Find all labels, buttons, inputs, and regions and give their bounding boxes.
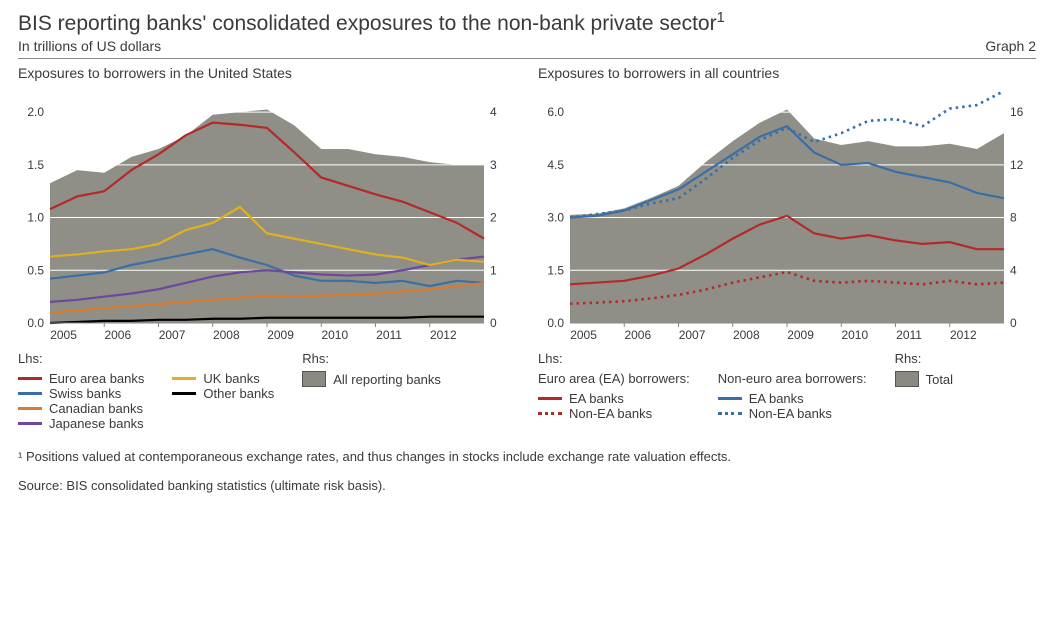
svg-text:0: 0 [490, 316, 497, 330]
svg-text:2.0: 2.0 [27, 105, 44, 119]
panel-left: Exposures to borrowers in the United Sta… [18, 65, 516, 431]
svg-text:1: 1 [490, 263, 497, 277]
line-swatch-icon [718, 397, 742, 400]
legend-item-nonea_ea: Non-EA banks [538, 406, 690, 421]
chart-left: 0.0 0.5 1.0 1.5 2.0 0 1 2 3 4 2005 2006 2007 2008 2009… [18, 85, 516, 345]
panel-right-title: Exposures to borrowers in all countries [538, 65, 1036, 81]
line-swatch-icon [718, 412, 742, 415]
legend-group1-label: Euro area (EA) borrowers: [538, 371, 690, 386]
svg-text:1.0: 1.0 [27, 211, 44, 225]
svg-text:2005: 2005 [50, 328, 77, 342]
line-swatch-icon [18, 422, 42, 425]
svg-text:2009: 2009 [787, 328, 814, 342]
svg-text:2010: 2010 [321, 328, 348, 342]
line-swatch-icon [18, 377, 42, 380]
line-swatch-icon [18, 407, 42, 410]
svg-text:4.5: 4.5 [547, 158, 564, 172]
line-swatch-icon [538, 412, 562, 415]
svg-text:3: 3 [490, 158, 497, 172]
legend-item-uk: UK banks [172, 371, 274, 386]
svg-text:2012: 2012 [950, 328, 977, 342]
svg-text:16: 16 [1010, 105, 1024, 119]
svg-text:2008: 2008 [213, 328, 240, 342]
source: Source: BIS consolidated banking statist… [18, 478, 1036, 493]
legend-item-other: Other banks [172, 386, 274, 401]
svg-text:2007: 2007 [159, 328, 186, 342]
svg-text:0.0: 0.0 [547, 316, 564, 330]
svg-text:0.5: 0.5 [27, 263, 44, 277]
svg-text:2012: 2012 [430, 328, 457, 342]
legend-area-left: All reporting banks [302, 371, 441, 387]
svg-text:2006: 2006 [104, 328, 131, 342]
line-swatch-icon [172, 377, 196, 380]
svg-text:12: 12 [1010, 158, 1024, 172]
chart-right: 0.0 1.5 3.0 4.5 6.0 0 4 8 12 16 2005 2006 2007 2008 20… [538, 85, 1036, 345]
legend-item-canadian: Canadian banks [18, 401, 144, 416]
line-swatch-icon [172, 392, 196, 395]
svg-text:2008: 2008 [733, 328, 760, 342]
svg-text:6.0: 6.0 [547, 105, 564, 119]
legend-right: Lhs: Euro area (EA) borrowers: EA banksN… [538, 351, 1036, 421]
subtitle: In trillions of US dollars [18, 38, 161, 54]
svg-text:2006: 2006 [624, 328, 651, 342]
footnote: ¹ Positions valued at contemporaneous ex… [18, 449, 1036, 464]
legend-area-right: Total [895, 371, 953, 387]
panel-left-title: Exposures to borrowers in the United Sta… [18, 65, 516, 81]
svg-text:1.5: 1.5 [27, 158, 44, 172]
chart-title: BIS reporting banks' consolidated exposu… [18, 10, 1036, 36]
svg-text:2010: 2010 [841, 328, 868, 342]
svg-text:1.5: 1.5 [547, 263, 564, 277]
svg-text:2011: 2011 [376, 328, 402, 342]
svg-text:8: 8 [1010, 211, 1017, 225]
legend-item-ea_nonea: EA banks [718, 391, 867, 406]
svg-text:2009: 2009 [267, 328, 294, 342]
legend-item-ea_ea: EA banks [538, 391, 690, 406]
svg-text:2007: 2007 [679, 328, 706, 342]
legend-left: Lhs: Euro area banksSwiss banksCanadian … [18, 351, 516, 431]
svg-text:3.0: 3.0 [547, 211, 564, 225]
svg-text:2005: 2005 [570, 328, 597, 342]
legend-group2-label: Non-euro area borrowers: [718, 371, 867, 386]
graph-label: Graph 2 [985, 38, 1036, 54]
svg-text:4: 4 [1010, 263, 1017, 277]
legend-item-japanese: Japanese banks [18, 416, 144, 431]
svg-text:0.0: 0.0 [27, 316, 44, 330]
area-swatch-icon [895, 371, 919, 387]
subtitle-row: In trillions of US dollars Graph 2 [18, 38, 1036, 59]
area-swatch-icon [302, 371, 326, 387]
svg-text:0: 0 [1010, 316, 1017, 330]
svg-text:2011: 2011 [896, 328, 922, 342]
svg-text:4: 4 [490, 105, 497, 119]
line-swatch-icon [18, 392, 42, 395]
panel-right: Exposures to borrowers in all countries … [538, 65, 1036, 431]
svg-text:2: 2 [490, 211, 497, 225]
legend-item-swiss: Swiss banks [18, 386, 144, 401]
line-swatch-icon [538, 397, 562, 400]
legend-item-euro: Euro area banks [18, 371, 144, 386]
legend-item-nonea_nonea: Non-EA banks [718, 406, 867, 421]
